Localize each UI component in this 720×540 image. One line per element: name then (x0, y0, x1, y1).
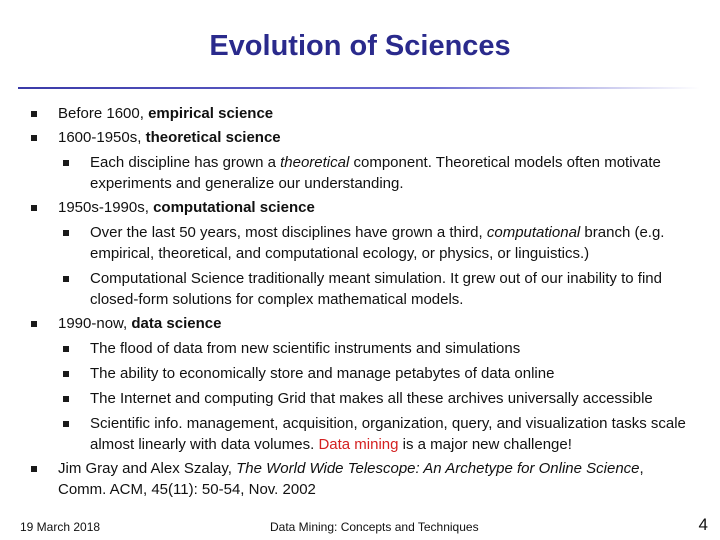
text-run: theoretical science (145, 129, 281, 146)
bullet-marker (31, 466, 37, 472)
text-run: is a major new challenge! (398, 436, 572, 453)
bullet-item: 1600-1950s, theoretical science (0, 127, 688, 148)
text-run: data science (131, 315, 222, 332)
bullet-list: Before 1600, empirical science 1600-1950s… (0, 100, 720, 500)
bullet-marker (31, 135, 37, 141)
bullet-marker (63, 396, 69, 402)
bullet-marker (63, 230, 69, 236)
text-run: computational (486, 224, 581, 241)
text-run: 1990-now, (58, 315, 132, 332)
text-run: The ability to economically store and ma… (90, 365, 555, 382)
sub-bullet-item: Scientific info. management, acquisition… (0, 413, 692, 455)
text-run: Over the last 50 years, most disciplines… (90, 224, 487, 241)
sub-bullet-item: Computational Science traditionally mean… (0, 268, 692, 310)
text-run: branch (e.g. empirical, theoretical, and… (90, 224, 665, 262)
text-run: 1600-1950s, (58, 129, 146, 146)
text-run: The Internet and computing Grid that mak… (90, 390, 653, 407)
title-rule (18, 87, 700, 89)
sub-bullet-item: The Internet and computing Grid that mak… (0, 388, 692, 409)
bullet-item: Before 1600, empirical science (0, 103, 688, 124)
text-run: Data mining (318, 436, 399, 453)
bullet-marker (31, 205, 37, 211)
slide-title: Evolution of Sciences (209, 30, 511, 62)
text-run: component. Theoretical models often moti… (90, 154, 661, 192)
sub-bullet-item: The ability to economically store and ma… (0, 363, 692, 384)
bullet-marker (63, 371, 69, 377)
page-number: 4 (698, 515, 708, 534)
bullet-marker (31, 111, 37, 117)
text-run: Jim Gray and Alex Szalay, (58, 460, 237, 477)
sub-bullet-item: Each discipline has grown a theoretical … (0, 152, 692, 194)
bullet-item: 1990-now, data science (0, 313, 688, 334)
text-run: theoretical (280, 154, 350, 171)
text-run: The World Wide Telescope: An Archetype f… (236, 460, 640, 477)
text-run: Before 1600, (58, 105, 149, 122)
text-run: Scientific info. management, acquisition… (90, 415, 686, 453)
text-run: , Comm. ACM, 45(11): 50-54, Nov. 2002 (58, 460, 644, 498)
bullet-item: Jim Gray and Alex Szalay, The World Wide… (0, 458, 688, 500)
bullet-marker (31, 321, 37, 327)
bullet-marker (63, 160, 69, 166)
bullet-marker (63, 276, 69, 282)
text-run: empirical science (148, 105, 274, 122)
text-run: The flood of data from new scientific in… (90, 340, 521, 357)
bullet-item: 1950s-1990s, computational science (0, 197, 688, 218)
text-run: 1950s-1990s, (58, 199, 154, 216)
text-run: computational science (153, 199, 315, 216)
bullet-marker (63, 421, 69, 427)
footer-title: Data Mining: Concepts and Techniques (270, 520, 479, 534)
text-run: Computational Science traditionally mean… (90, 270, 662, 308)
bullet-marker (63, 346, 69, 352)
text-run: Each discipline has grown a (90, 154, 281, 171)
footer-date: 19 March 2018 (20, 520, 101, 534)
sub-bullet-item: Over the last 50 years, most disciplines… (0, 222, 692, 264)
sub-bullet-item: The flood of data from new scientific in… (0, 338, 692, 359)
